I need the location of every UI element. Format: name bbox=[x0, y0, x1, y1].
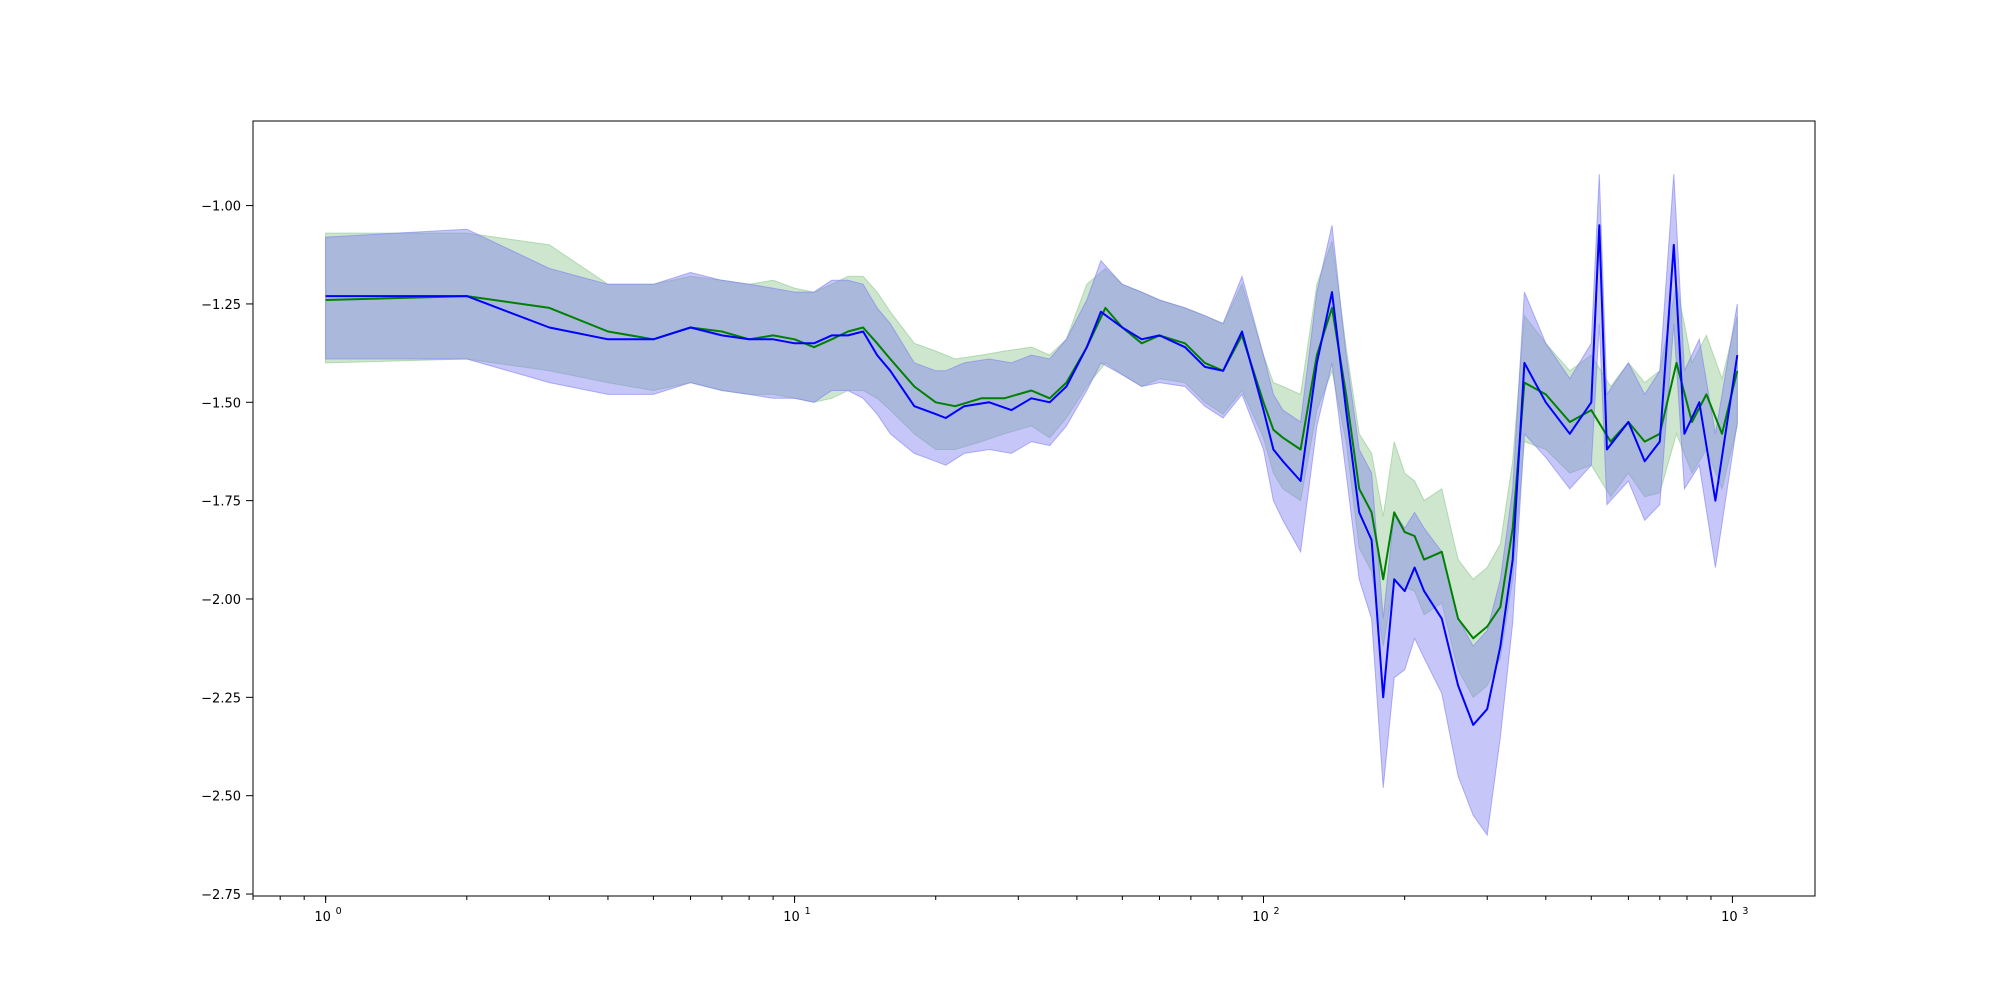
x-tick-exponent: 3 bbox=[1742, 906, 1748, 917]
y-tick-label: −1.75 bbox=[201, 495, 241, 510]
x-tick-label: 10 bbox=[1721, 910, 1738, 925]
series-1-band bbox=[325, 232, 1738, 699]
y-tick-label: −2.75 bbox=[201, 888, 241, 903]
x-tick-label: 10 bbox=[1252, 910, 1269, 925]
series-lines bbox=[325, 224, 1739, 726]
y-axis: −1.00 −1.25 −1.50 −1.75 −2.00 −2.25 −2.50 −2.75 bbox=[201, 200, 253, 903]
x-tick-exponent: 0 bbox=[336, 906, 342, 917]
x-tick-label: 10 bbox=[783, 910, 800, 925]
y-tick-label: −1.50 bbox=[201, 396, 241, 411]
series-2-band bbox=[325, 174, 1738, 837]
x-axis: 10 0 10 1 10 2 10 3 bbox=[252, 896, 1748, 925]
y-tick-label: −1.25 bbox=[201, 298, 241, 313]
uncertainty-bands bbox=[325, 174, 1738, 837]
y-tick-label: −2.50 bbox=[201, 790, 241, 805]
y-tick-label: −2.00 bbox=[201, 593, 241, 608]
plot-frame bbox=[252, 120, 1816, 897]
x-tick-exponent: 2 bbox=[1273, 906, 1279, 917]
x-tick-exponent: 1 bbox=[805, 906, 811, 917]
y-tick-label: −1.00 bbox=[201, 200, 241, 215]
y-tick-label: −2.25 bbox=[201, 691, 241, 706]
series-2-line bbox=[325, 224, 1739, 726]
x-tick-label: 10 bbox=[314, 910, 331, 925]
